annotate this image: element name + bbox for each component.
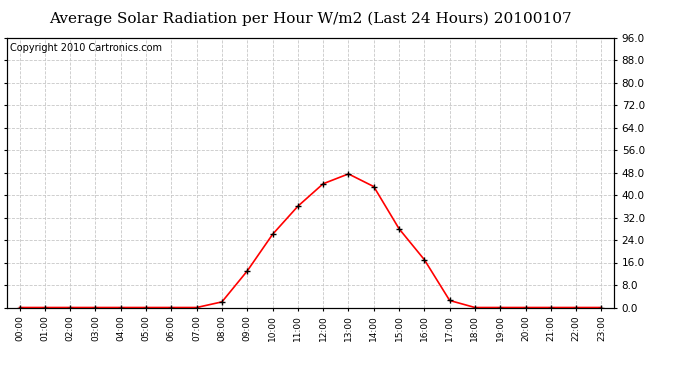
Text: Copyright 2010 Cartronics.com: Copyright 2010 Cartronics.com <box>10 43 162 53</box>
Text: Average Solar Radiation per Hour W/m2 (Last 24 Hours) 20100107: Average Solar Radiation per Hour W/m2 (L… <box>49 11 572 26</box>
